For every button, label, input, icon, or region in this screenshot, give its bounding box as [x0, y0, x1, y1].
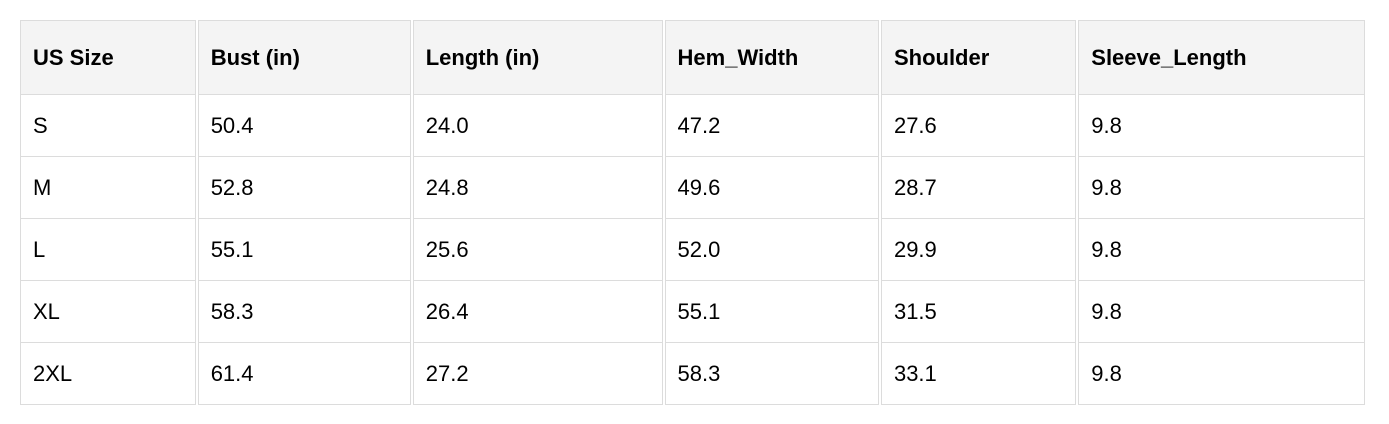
- cell-hem-width: 58.3: [664, 343, 879, 405]
- cell-length: 27.2: [412, 343, 663, 405]
- cell-bust: 58.3: [197, 281, 411, 343]
- cell-bust: 52.8: [197, 157, 411, 219]
- table-row: 2XL 61.4 27.2 58.3 33.1 9.8: [20, 343, 1365, 405]
- cell-hem-width: 49.6: [664, 157, 879, 219]
- cell-bust: 50.4: [197, 95, 411, 157]
- cell-us-size: 2XL: [20, 343, 196, 405]
- header-length: Length (in): [412, 20, 663, 95]
- cell-hem-width: 47.2: [664, 95, 879, 157]
- cell-length: 24.0: [412, 95, 663, 157]
- table-row: L 55.1 25.6 52.0 29.9 9.8: [20, 219, 1365, 281]
- cell-length: 26.4: [412, 281, 663, 343]
- cell-us-size: M: [20, 157, 196, 219]
- header-row: US Size Bust (in) Length (in) Hem_Width …: [20, 20, 1365, 95]
- cell-shoulder: 27.6: [880, 95, 1077, 157]
- cell-sleeve-length: 9.8: [1078, 157, 1365, 219]
- cell-hem-width: 55.1: [664, 281, 879, 343]
- cell-bust: 55.1: [197, 219, 411, 281]
- cell-us-size: XL: [20, 281, 196, 343]
- cell-length: 24.8: [412, 157, 663, 219]
- header-shoulder: Shoulder: [880, 20, 1077, 95]
- cell-us-size: S: [20, 95, 196, 157]
- header-us-size: US Size: [20, 20, 196, 95]
- cell-shoulder: 28.7: [880, 157, 1077, 219]
- table-row: XL 58.3 26.4 55.1 31.5 9.8: [20, 281, 1365, 343]
- cell-sleeve-length: 9.8: [1078, 95, 1365, 157]
- cell-sleeve-length: 9.8: [1078, 343, 1365, 405]
- cell-shoulder: 29.9: [880, 219, 1077, 281]
- cell-shoulder: 31.5: [880, 281, 1077, 343]
- cell-bust: 61.4: [197, 343, 411, 405]
- header-sleeve-length: Sleeve_Length: [1078, 20, 1365, 95]
- cell-shoulder: 33.1: [880, 343, 1077, 405]
- table-row: M 52.8 24.8 49.6 28.7 9.8: [20, 157, 1365, 219]
- size-chart-table: US Size Bust (in) Length (in) Hem_Width …: [18, 20, 1367, 405]
- cell-us-size: L: [20, 219, 196, 281]
- cell-sleeve-length: 9.8: [1078, 281, 1365, 343]
- table-row: S 50.4 24.0 47.2 27.6 9.8: [20, 95, 1365, 157]
- header-bust: Bust (in): [197, 20, 411, 95]
- cell-hem-width: 52.0: [664, 219, 879, 281]
- header-hem-width: Hem_Width: [664, 20, 879, 95]
- cell-length: 25.6: [412, 219, 663, 281]
- cell-sleeve-length: 9.8: [1078, 219, 1365, 281]
